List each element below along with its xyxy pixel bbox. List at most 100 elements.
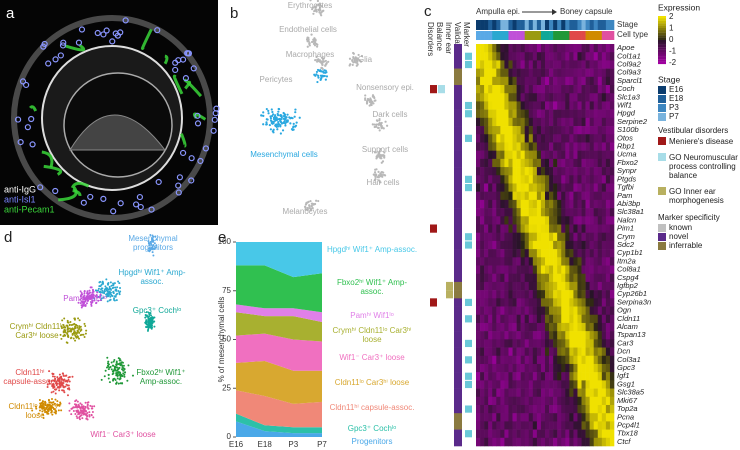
umap-cell <box>80 403 83 406</box>
heatmap-cell <box>561 167 566 176</box>
heatmap-cell <box>508 216 513 225</box>
heatmap-cell <box>589 355 595 365</box>
heatmap-cell <box>492 232 497 242</box>
heatmap-cell <box>492 396 497 406</box>
heatmap-cell <box>488 421 493 430</box>
heatmap-cell <box>480 314 485 324</box>
heatmap-cell <box>593 339 599 348</box>
heatmap-cell <box>601 93 607 102</box>
heatmap-cell <box>516 290 521 299</box>
umap-cell <box>309 209 312 212</box>
colorbar-cell <box>658 52 666 55</box>
umap-cell <box>75 415 78 418</box>
heatmap-cell <box>601 265 607 275</box>
umap-cell <box>79 414 82 417</box>
heatmap-cell <box>545 314 550 324</box>
heatmap-cell <box>508 314 513 324</box>
umap-cell <box>79 402 82 405</box>
heatmap-cell <box>573 175 578 184</box>
umap-cell <box>107 377 110 380</box>
heatmap-cell <box>492 257 497 266</box>
heatmap-cell <box>573 298 578 307</box>
heatmap-cell <box>524 60 530 69</box>
legend-label: inferrable <box>669 241 703 250</box>
heatmap-cell <box>601 126 607 135</box>
celltype-cell <box>528 31 534 40</box>
heatmap-cell <box>569 126 574 135</box>
heatmap-cell <box>577 85 582 94</box>
heatmap-cell <box>476 429 481 439</box>
heatmap-cell <box>573 396 578 406</box>
heatmap-cell <box>488 290 493 299</box>
heatmap-cell <box>512 224 517 233</box>
heatmap-cell <box>480 109 485 119</box>
heatmap-cell <box>516 240 521 250</box>
heatmap-cell <box>492 183 497 192</box>
heatmap-cell <box>504 224 509 233</box>
heatmap-cell <box>577 265 582 275</box>
umap-cell <box>97 287 100 290</box>
marker-cell <box>454 109 462 119</box>
heatmap-cell <box>573 85 578 94</box>
heatmap-cell <box>597 158 603 168</box>
heatmap-cell <box>561 347 566 357</box>
cell-type-label: Support cells <box>362 145 408 154</box>
heatmap-cell <box>593 404 599 414</box>
heatmap-cell <box>569 355 574 365</box>
heatmap-cell <box>553 290 558 299</box>
umap-cell <box>117 290 120 293</box>
umap-cell <box>380 121 383 125</box>
heatmap-cell <box>528 339 534 348</box>
umap-cell <box>112 360 115 363</box>
heatmap-cell <box>565 60 570 69</box>
gene-label: Cyp26b1 <box>617 289 647 298</box>
heatmap-cell <box>561 44 566 53</box>
heatmap-cell <box>597 142 603 151</box>
umap-cell <box>314 7 317 11</box>
heatmap-cell <box>480 437 485 447</box>
heatmap-cell <box>545 429 550 439</box>
umap-cell <box>371 123 374 126</box>
cell-type-label: Mesenchymal cells <box>250 150 318 159</box>
umap-cell <box>94 295 97 298</box>
heatmap-cell <box>605 363 611 373</box>
umap-cell <box>276 128 279 131</box>
heatmap-cell <box>597 93 603 102</box>
heatmap-cell <box>504 249 509 258</box>
heatmap-cell <box>545 60 550 69</box>
heatmap-cell <box>540 355 546 365</box>
heatmap-cell <box>488 232 493 242</box>
heatmap-cell <box>573 413 578 422</box>
heatmap-cell <box>536 380 542 389</box>
stain-label: anti-Isl1 <box>4 194 36 204</box>
heatmap-cell <box>585 429 590 439</box>
umap-cell <box>76 324 79 327</box>
gene-label: Pam <box>617 191 632 200</box>
heatmap-cell <box>492 117 497 127</box>
heatmap-cell <box>540 331 546 340</box>
heatmap-cell <box>492 109 497 119</box>
heatmap-cell <box>524 52 530 61</box>
heatmap-cell <box>504 290 509 299</box>
umap-cell <box>321 63 324 66</box>
heatmap-cell <box>553 150 558 160</box>
umap-cell <box>106 356 109 359</box>
umap-cell <box>66 335 69 338</box>
heatmap-cell <box>589 232 595 242</box>
heatmap-cell <box>549 372 554 381</box>
heatmap-cell <box>545 150 550 160</box>
heatmap-cell <box>536 76 542 86</box>
umap-cell <box>357 53 360 57</box>
heatmap-cell <box>540 322 546 332</box>
validation-cell <box>465 134 472 142</box>
umap-cell <box>306 40 309 43</box>
heatmap-cell <box>492 224 497 233</box>
heatmap-cell <box>609 68 615 78</box>
legend-swatch <box>658 224 666 232</box>
umap-cell <box>292 126 295 129</box>
heatmap-cell <box>553 109 558 119</box>
legend-label: Crymʰⁱ Cldn11ˡᵒ Car3ʰⁱ loose <box>332 326 412 344</box>
umap-cell <box>144 316 147 319</box>
heatmap-cell <box>609 216 615 225</box>
heatmap-cell <box>516 134 521 143</box>
